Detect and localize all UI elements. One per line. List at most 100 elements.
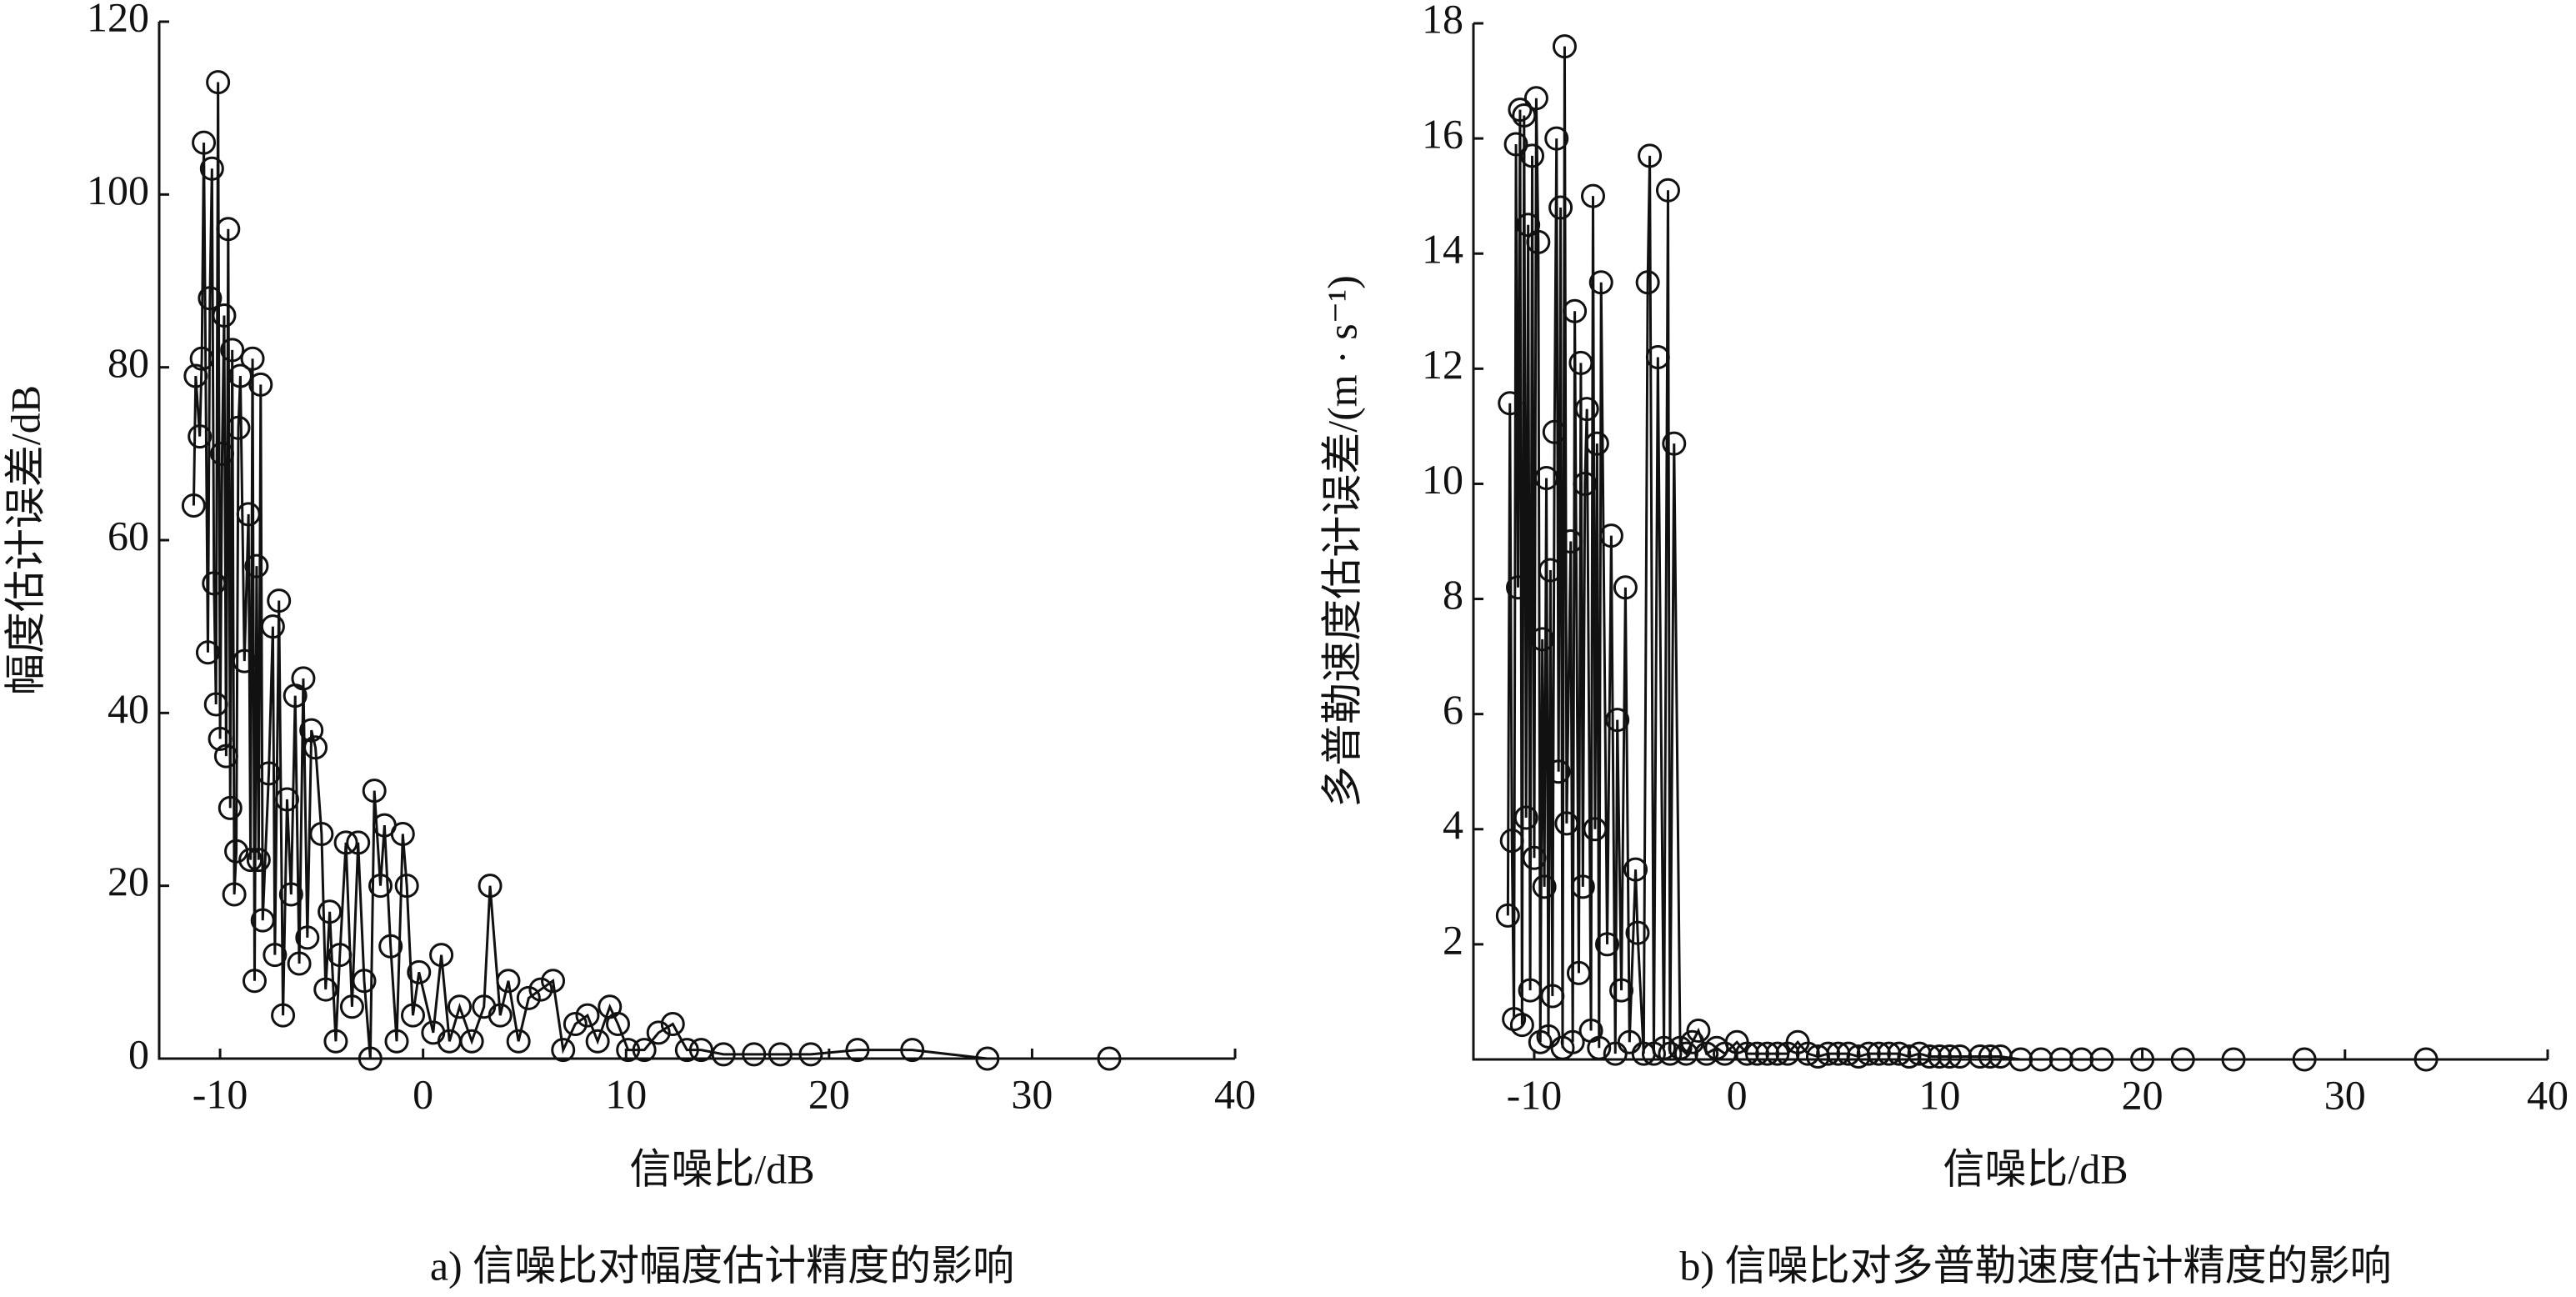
data-point [1568, 350, 1593, 375]
data-point [278, 882, 303, 907]
data-point [1816, 1041, 1841, 1066]
data-point [1686, 1018, 1711, 1043]
x-tick-label: 20 [2122, 1071, 2163, 1118]
data-point [1508, 98, 1533, 123]
data-point [224, 839, 249, 864]
data-point [496, 969, 521, 994]
data-point [287, 951, 312, 976]
data-point [1856, 1041, 1881, 1066]
data-point [1866, 1041, 1891, 1066]
data-point [1544, 126, 1569, 151]
data-point [478, 874, 503, 899]
data-point [218, 795, 243, 820]
data-point [208, 726, 233, 751]
data-point [646, 1020, 671, 1045]
data-point [1613, 575, 1638, 600]
data-point [742, 1042, 767, 1067]
data-point [309, 821, 334, 846]
data-point [1927, 1044, 1952, 1069]
data-point [1502, 1007, 1527, 1032]
data-point [260, 614, 285, 639]
data-point [660, 1012, 685, 1037]
data-point [429, 943, 454, 968]
data-point [1509, 1013, 1534, 1038]
data-point [1558, 529, 1583, 553]
data-point [1625, 920, 1650, 945]
y-tick-label: 2 [1443, 916, 1463, 963]
data-point [1573, 471, 1598, 496]
data-point [242, 969, 267, 994]
data-point [228, 363, 253, 388]
x-tick-label: 30 [1011, 1070, 1053, 1117]
data-point [299, 718, 324, 743]
x-tick-label: 30 [2324, 1071, 2366, 1118]
data-point [1580, 183, 1605, 208]
data-point [1560, 1029, 1585, 1054]
data-point [246, 848, 271, 873]
data-point [1978, 1044, 2003, 1069]
data-point [238, 848, 263, 873]
y-tick-label: 80 [108, 339, 149, 386]
data-point [198, 286, 223, 311]
x-tick-label: 0 [413, 1070, 433, 1117]
axis-line [158, 22, 1235, 1060]
data-point [226, 415, 251, 440]
data-point [1528, 1029, 1553, 1054]
data-point [192, 130, 217, 155]
data-point [250, 908, 275, 933]
data-point [1534, 466, 1559, 491]
data-point [1583, 817, 1608, 842]
x-tick-label: 10 [605, 1070, 647, 1117]
data-point [1522, 845, 1547, 870]
data-point [1570, 874, 1595, 899]
data-point [1520, 143, 1545, 168]
data-point [768, 1042, 793, 1067]
data-point [711, 1042, 736, 1067]
data-point [1605, 708, 1630, 733]
data-point [1513, 805, 1538, 830]
y-tick-label: 100 [87, 167, 149, 213]
x-tick-label: -10 [1507, 1071, 1563, 1118]
data-point [506, 1029, 531, 1054]
y-tick-label: 4 [1443, 801, 1463, 848]
data-line [192, 82, 1109, 1060]
data-point [632, 1038, 657, 1063]
data-point [222, 882, 247, 907]
y-tick-label: 12 [1422, 341, 1463, 388]
x-tick-label: 10 [1918, 1071, 1960, 1118]
data-point [551, 1038, 576, 1063]
x-tick-label: 0 [1727, 1071, 1748, 1118]
data-point [199, 156, 224, 181]
data-point [1673, 1041, 1698, 1066]
data-point [1554, 811, 1579, 836]
x-axis-label: 信噪比/dB [1943, 1145, 2128, 1192]
data-point [1588, 270, 1613, 295]
data-point [352, 969, 377, 994]
data-point [313, 977, 338, 1002]
data-point [1538, 558, 1563, 583]
data-point [318, 899, 343, 924]
data-point [1518, 978, 1543, 1003]
y-axis-label: 幅度估计误差/dB [2, 385, 48, 695]
y-tick-label: 8 [1443, 571, 1463, 618]
data-point [390, 821, 415, 846]
data-point [1584, 431, 1609, 456]
data-point [606, 1012, 631, 1037]
data-point [378, 934, 403, 959]
data-point [1609, 978, 1634, 1003]
data-point [1623, 857, 1648, 882]
x-axis-label: 信噪比/dB [629, 1145, 814, 1192]
data-point [1540, 984, 1565, 1009]
y-tick-label: 0 [128, 1030, 149, 1077]
data-point [303, 735, 328, 760]
data-point [295, 925, 320, 950]
data-point [798, 1042, 823, 1067]
data-point [1795, 1041, 1820, 1066]
data-point [181, 493, 206, 518]
data-point [195, 640, 220, 665]
data-point [362, 779, 387, 804]
x-tick-label: 20 [808, 1070, 850, 1117]
data-point [291, 666, 316, 691]
data-point [459, 1029, 484, 1054]
data-point [274, 787, 299, 812]
